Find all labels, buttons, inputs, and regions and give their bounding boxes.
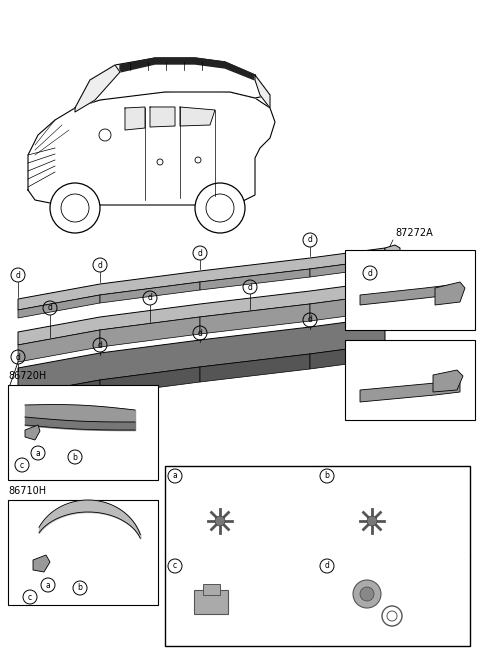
Polygon shape bbox=[18, 317, 385, 395]
Text: 87271A: 87271A bbox=[395, 262, 432, 272]
Text: d: d bbox=[308, 316, 312, 325]
Circle shape bbox=[195, 183, 245, 233]
Polygon shape bbox=[360, 380, 460, 402]
Text: a: a bbox=[173, 472, 178, 480]
Polygon shape bbox=[310, 259, 385, 277]
Text: 87218L
87218R: 87218L 87218R bbox=[187, 564, 219, 584]
Polygon shape bbox=[18, 248, 385, 310]
Text: 86710H: 86710H bbox=[8, 486, 46, 496]
Text: 87257A: 87257A bbox=[187, 474, 219, 483]
Text: a: a bbox=[46, 581, 50, 590]
Text: d: d bbox=[248, 283, 252, 291]
Text: d: d bbox=[308, 236, 312, 245]
Circle shape bbox=[50, 183, 100, 233]
Text: 87288A: 87288A bbox=[350, 255, 387, 265]
Text: d: d bbox=[97, 260, 102, 270]
FancyBboxPatch shape bbox=[8, 500, 158, 605]
Text: d: d bbox=[15, 270, 21, 279]
Text: d: d bbox=[48, 304, 52, 312]
Polygon shape bbox=[18, 330, 100, 362]
Text: c: c bbox=[20, 461, 24, 470]
Polygon shape bbox=[150, 107, 175, 127]
Text: a: a bbox=[36, 449, 40, 457]
Polygon shape bbox=[200, 354, 310, 382]
Polygon shape bbox=[383, 276, 402, 300]
Text: b: b bbox=[324, 472, 329, 480]
Circle shape bbox=[360, 587, 374, 601]
Text: 87287A: 87287A bbox=[350, 345, 388, 355]
Polygon shape bbox=[433, 370, 463, 392]
FancyBboxPatch shape bbox=[194, 590, 228, 614]
Polygon shape bbox=[18, 380, 100, 410]
Text: 87272A: 87272A bbox=[395, 228, 433, 238]
FancyBboxPatch shape bbox=[345, 340, 475, 420]
Polygon shape bbox=[310, 344, 385, 369]
Text: b: b bbox=[72, 453, 77, 462]
Polygon shape bbox=[18, 281, 385, 345]
Circle shape bbox=[367, 516, 377, 526]
Text: 1327AC: 1327AC bbox=[339, 580, 372, 589]
Polygon shape bbox=[255, 75, 270, 108]
Circle shape bbox=[61, 194, 89, 222]
Text: c: c bbox=[28, 592, 32, 602]
Text: b: b bbox=[78, 583, 83, 592]
Polygon shape bbox=[125, 107, 145, 130]
Text: d: d bbox=[324, 562, 329, 571]
Text: d: d bbox=[15, 352, 21, 361]
Polygon shape bbox=[200, 269, 310, 290]
Polygon shape bbox=[33, 555, 50, 572]
Text: 87249
87255: 87249 87255 bbox=[339, 474, 365, 494]
Circle shape bbox=[353, 580, 381, 608]
Polygon shape bbox=[28, 90, 275, 205]
Polygon shape bbox=[435, 282, 465, 305]
Polygon shape bbox=[75, 58, 270, 108]
Polygon shape bbox=[100, 282, 200, 303]
Polygon shape bbox=[180, 107, 215, 126]
Text: d: d bbox=[97, 340, 102, 350]
Text: d: d bbox=[147, 293, 153, 302]
Polygon shape bbox=[75, 65, 120, 112]
Polygon shape bbox=[310, 294, 385, 321]
Text: d: d bbox=[198, 329, 203, 337]
FancyBboxPatch shape bbox=[165, 466, 470, 646]
FancyBboxPatch shape bbox=[345, 250, 475, 330]
FancyBboxPatch shape bbox=[8, 385, 158, 480]
Text: 87249
87255: 87249 87255 bbox=[387, 516, 413, 536]
Text: d: d bbox=[368, 268, 372, 277]
Circle shape bbox=[206, 194, 234, 222]
Polygon shape bbox=[18, 295, 100, 318]
Text: 86839: 86839 bbox=[339, 564, 366, 573]
Polygon shape bbox=[100, 317, 200, 347]
Circle shape bbox=[215, 516, 225, 526]
Text: 86720H: 86720H bbox=[8, 371, 46, 381]
Text: 87229B: 87229B bbox=[350, 268, 388, 278]
Text: 87219B: 87219B bbox=[350, 358, 388, 368]
FancyBboxPatch shape bbox=[203, 583, 219, 594]
Polygon shape bbox=[385, 245, 400, 267]
Polygon shape bbox=[200, 304, 310, 334]
Polygon shape bbox=[120, 58, 255, 80]
Polygon shape bbox=[360, 285, 450, 305]
Text: d: d bbox=[198, 249, 203, 258]
Polygon shape bbox=[25, 425, 40, 440]
Circle shape bbox=[99, 129, 111, 141]
Polygon shape bbox=[100, 367, 200, 395]
Text: c: c bbox=[173, 562, 177, 571]
